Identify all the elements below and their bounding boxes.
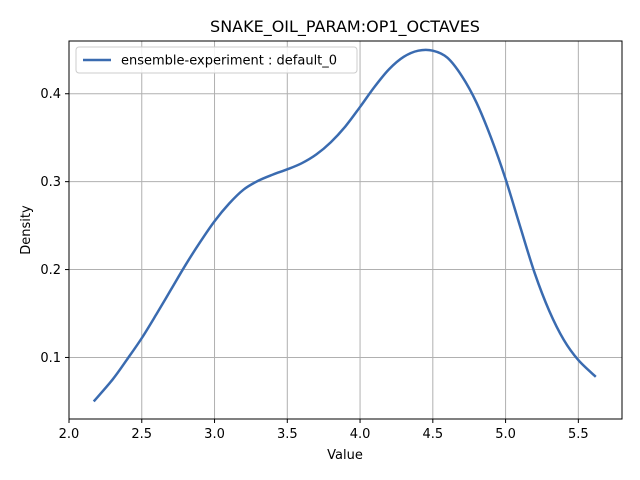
y-tick-label: 0.1 — [40, 351, 61, 366]
y-tick-label: 0.2 — [40, 263, 61, 278]
x-tick-label: 3.0 — [204, 427, 225, 442]
x-tick-label: 5.5 — [568, 427, 589, 442]
x-tick-label: 2.0 — [59, 427, 80, 442]
x-axis-label: Value — [327, 448, 363, 463]
y-tick-label: 0.4 — [40, 87, 61, 102]
plot-frame — [68, 40, 623, 420]
x-tick-label: 4.0 — [350, 427, 371, 442]
x-axis-ticks: 2.0 2.5 3.0 3.5 4.0 4.5 5.0 5.5 — [59, 419, 589, 442]
y-axis-ticks: 0.1 0.2 0.3 0.4 — [40, 87, 69, 366]
legend-box — [75, 46, 358, 74]
y-tick-label: 0.3 — [40, 175, 61, 190]
x-tick-label: 4.5 — [422, 427, 443, 442]
y-axis-label: Density — [19, 205, 34, 255]
x-tick-label: 2.5 — [131, 427, 152, 442]
x-tick-label: 3.5 — [277, 427, 298, 442]
series-layer — [92, 48, 597, 403]
chart-title: SNAKE_OIL_PARAM:OP1_OCTAVES — [210, 17, 480, 37]
x-tick-label: 5.0 — [495, 427, 516, 442]
legend-label: ensemble-experiment : default_0 — [121, 54, 337, 69]
grid-lines — [68, 41, 622, 419]
legend: ensemble-experiment : default_0 — [75, 46, 358, 74]
density-line — [92, 48, 597, 403]
